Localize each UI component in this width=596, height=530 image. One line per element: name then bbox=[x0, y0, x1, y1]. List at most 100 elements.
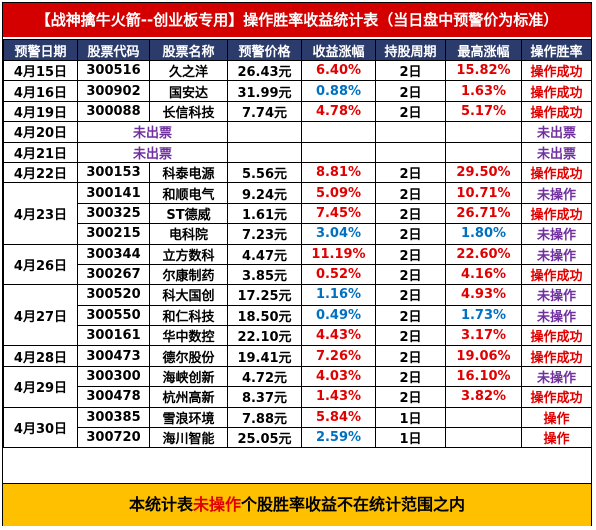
max-gain-cell bbox=[445, 427, 522, 449]
footer-prefix: 本统计表 bbox=[128, 495, 193, 514]
gain-cell: 4.43% bbox=[301, 325, 376, 347]
header-gain: 收益涨幅 bbox=[301, 39, 376, 61]
gain-cell: 1.43% bbox=[301, 386, 376, 408]
result-cell: 未操作 bbox=[521, 243, 592, 265]
gain-cell: 1.16% bbox=[301, 284, 376, 306]
table-row: 4月26日 300344 立方数科 4.47元 11.19% 2日 22.60% 未操作 bbox=[3, 243, 592, 286]
empty-cell bbox=[445, 121, 522, 143]
table-row: 4月29日 300300 海峡创新 4.72元 4.03% 2日 16.10% 未操作 bbox=[3, 365, 592, 408]
table-row: 4月16日 300902 国安达 31.99元 0.88% 2日 1.63% 操作成功 bbox=[3, 80, 592, 102]
gain-cell: 5.09% bbox=[301, 182, 376, 204]
name-cell: 长信科技 bbox=[149, 100, 228, 123]
period-cell: 2日 bbox=[375, 386, 446, 408]
name-cell: 华中数控 bbox=[149, 325, 228, 347]
table-row: 4月23日 300141 和顺电气 9.24元 5.09% 2日 10.71% 未操作 bbox=[3, 182, 592, 245]
max-gain-cell: 1.80% bbox=[445, 223, 522, 245]
max-gain-cell: 1.63% bbox=[445, 80, 522, 102]
table-row: 4月30日 300385 雪浪环境 7.88元 5.84% 1日 操作 bbox=[3, 406, 592, 449]
period-cell: 2日 bbox=[375, 202, 446, 225]
no-signal-cell: 未出票 bbox=[77, 121, 228, 143]
gain-cell: 7.26% bbox=[301, 345, 376, 367]
result-cell: 未出票 bbox=[521, 121, 592, 143]
name-cell: 尔康制药 bbox=[149, 263, 228, 286]
max-gain-cell: 29.50% bbox=[445, 161, 522, 184]
name-cell: ST德威 bbox=[149, 202, 228, 225]
gain-cell: 8.81% bbox=[301, 161, 376, 184]
max-gain-cell: 19.06% bbox=[445, 345, 522, 367]
name-cell: 电科院 bbox=[149, 223, 228, 245]
name-cell: 杭州高新 bbox=[149, 386, 228, 408]
price-cell: 22.10元 bbox=[227, 325, 302, 347]
table-body: 4月15日 300516 久之洋 26.43元 6.40% 2日 15.82% 操作成功 4月1… bbox=[3, 59, 592, 449]
header-period: 持股周期 bbox=[375, 39, 446, 61]
name-cell: 和顺电气 bbox=[149, 182, 228, 204]
result-cell: 操作成功 bbox=[521, 386, 592, 408]
result-cell: 操作成功 bbox=[521, 59, 592, 82]
result-cell: 操作成功 bbox=[521, 325, 592, 347]
empty-cell bbox=[227, 141, 302, 163]
result-cell: 未操作 bbox=[521, 304, 592, 327]
result-cell: 未出票 bbox=[521, 141, 592, 163]
code-cell: 300478 bbox=[77, 386, 150, 408]
empty-cell bbox=[375, 141, 446, 163]
code-cell: 300325 bbox=[77, 202, 150, 225]
period-cell: 2日 bbox=[375, 80, 446, 102]
header-price: 预警价格 bbox=[227, 39, 302, 61]
header-name: 股票名称 bbox=[149, 39, 228, 61]
max-gain-cell: 16.10% bbox=[445, 365, 522, 388]
period-cell: 2日 bbox=[375, 345, 446, 367]
gain-cell: 0.88% bbox=[301, 80, 376, 102]
gain-cell: 11.19% bbox=[301, 243, 376, 265]
max-gain-cell: 10.71% bbox=[445, 182, 522, 204]
table-row: 4月21日 未出票 未出票 bbox=[3, 141, 592, 163]
max-gain-cell: 22.60% bbox=[445, 243, 522, 265]
table-row: 300325 ST德威 1.61元 7.45% 2日 26.71% 操作成功 bbox=[4, 202, 592, 225]
name-cell: 和仁科技 bbox=[149, 304, 228, 327]
price-cell: 1.61元 bbox=[227, 202, 302, 225]
empty-cell bbox=[375, 121, 446, 143]
price-cell: 7.88元 bbox=[227, 406, 302, 429]
name-cell: 科大国创 bbox=[149, 284, 228, 306]
table-row: 4月27日 300520 科大国创 17.25元 1.16% 2日 4.93% 未操作 bbox=[3, 284, 592, 347]
price-cell: 26.43元 bbox=[227, 59, 302, 82]
date-cell: 4月19日 bbox=[3, 100, 78, 123]
table-row: 300478 杭州高新 8.37元 1.43% 2日 3.82% 操作成功 bbox=[4, 386, 592, 408]
period-cell: 2日 bbox=[375, 304, 446, 327]
price-cell: 31.99元 bbox=[227, 80, 302, 102]
gain-cell: 6.40% bbox=[301, 59, 376, 82]
name-cell: 雪浪环境 bbox=[149, 406, 228, 429]
period-cell: 2日 bbox=[375, 223, 446, 245]
code-cell: 300300 bbox=[77, 365, 150, 388]
max-gain-cell: 4.93% bbox=[445, 284, 522, 306]
table-row: 300720 海川智能 25.05元 2.59% 1日 操作 bbox=[4, 427, 592, 449]
result-cell: 操作成功 bbox=[521, 161, 592, 184]
empty-cell bbox=[301, 141, 376, 163]
name-cell: 科泰电源 bbox=[149, 161, 228, 184]
price-cell: 25.05元 bbox=[227, 427, 302, 449]
code-cell: 300088 bbox=[77, 100, 150, 123]
result-cell: 操作成功 bbox=[521, 80, 592, 102]
header-result: 操作胜率 bbox=[521, 39, 592, 61]
table-row: 300215 电科院 7.23元 3.04% 2日 1.80% 未操作 bbox=[4, 223, 592, 245]
no-signal-cell: 未出票 bbox=[77, 141, 228, 163]
code-cell: 300344 bbox=[77, 243, 150, 265]
period-cell: 2日 bbox=[375, 325, 446, 347]
table-row: 4月22日 300153 科泰电源 5.56元 8.81% 2日 29.50% 操作成功 bbox=[3, 161, 592, 184]
period-cell: 2日 bbox=[375, 100, 446, 123]
max-gain-cell: 5.17% bbox=[445, 100, 522, 123]
table-row: 4月20日 未出票 未出票 bbox=[3, 121, 592, 143]
price-cell: 3.85元 bbox=[227, 263, 302, 286]
result-cell: 未操作 bbox=[521, 365, 592, 388]
empty-cell bbox=[445, 141, 522, 163]
code-cell: 300720 bbox=[77, 427, 150, 449]
stats-table: 预警日期 股票代码 股票名称 预警价格 收益涨幅 持股周期 最高涨幅 操作胜率 4月15日 30… bbox=[3, 39, 592, 449]
footer-highlight: 未操作 bbox=[192, 495, 241, 514]
code-cell: 300141 bbox=[77, 182, 150, 204]
gain-cell: 4.03% bbox=[301, 365, 376, 388]
result-cell: 操作成功 bbox=[521, 263, 592, 286]
header-max: 最高涨幅 bbox=[445, 39, 522, 61]
max-gain-cell bbox=[445, 406, 522, 429]
gain-cell: 7.45% bbox=[301, 202, 376, 225]
gain-cell: 0.49% bbox=[301, 304, 376, 327]
gain-cell: 3.04% bbox=[301, 223, 376, 245]
